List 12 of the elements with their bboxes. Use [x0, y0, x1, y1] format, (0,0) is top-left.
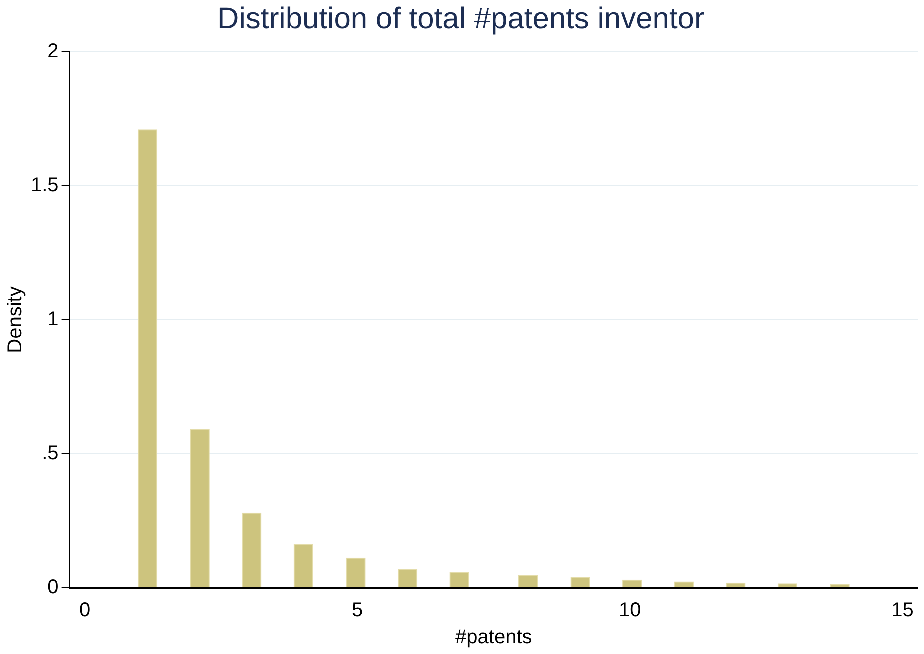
- x-axis-title: #patents: [456, 626, 532, 649]
- y-tick-label: 2: [48, 40, 59, 63]
- x-tick-label: 5: [352, 600, 364, 622]
- x-tick-label: 0: [80, 600, 91, 622]
- x-tick-label: 10: [619, 600, 642, 622]
- y-axis-title: Density: [4, 286, 27, 354]
- x-tick-label: 15: [892, 600, 914, 622]
- chart-title: Distribution of total #patents inventor: [218, 2, 704, 36]
- y-tick-label: .5: [42, 442, 59, 465]
- y-tick-label: 1: [48, 308, 59, 331]
- y-tick-label: 1.5: [30, 174, 59, 197]
- y-tick-label: 0: [48, 576, 59, 599]
